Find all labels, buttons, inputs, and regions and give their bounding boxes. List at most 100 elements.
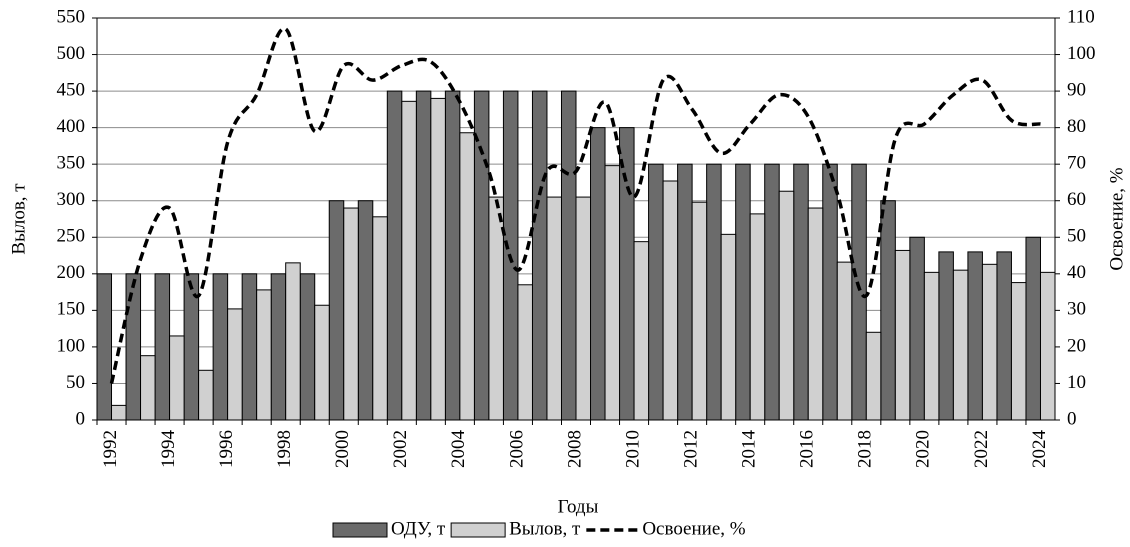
y2-tick-label: 100 <box>1067 43 1096 64</box>
bar <box>140 355 156 421</box>
bar <box>938 251 954 421</box>
bar <box>285 262 301 421</box>
bar <box>401 100 417 421</box>
bar <box>415 90 432 421</box>
bar <box>633 241 650 421</box>
y2-tick-label: 60 <box>1067 189 1086 210</box>
x-tick-label: 2022 <box>971 430 992 468</box>
bar <box>227 308 243 421</box>
bar <box>459 132 475 421</box>
bar <box>677 163 693 421</box>
x-tick-label: 2016 <box>797 430 818 468</box>
x-tick-label: 1998 <box>274 430 295 468</box>
y2-tick-label: 10 <box>1067 372 1086 393</box>
bar <box>706 163 722 421</box>
y-tick-label: 150 <box>57 299 86 320</box>
y2-tick-label: 110 <box>1067 6 1095 27</box>
y-tick-label: 100 <box>57 335 86 356</box>
bar <box>778 190 795 421</box>
y2-tick-label: 80 <box>1067 116 1086 137</box>
bar <box>691 201 708 421</box>
y-tick-label: 450 <box>57 79 86 100</box>
bar <box>865 331 882 421</box>
legend-label: Вылов, т <box>509 518 581 539</box>
x-axis-title: Годы <box>558 496 599 517</box>
bar <box>720 233 737 421</box>
x-tick-label: 1994 <box>158 430 179 469</box>
bar <box>125 273 142 421</box>
x-tick-label: 2002 <box>390 430 411 468</box>
bar <box>575 196 592 421</box>
bar <box>880 200 896 421</box>
bar <box>343 207 359 421</box>
y-tick-label: 400 <box>57 116 86 137</box>
y-tick-label: 300 <box>57 189 86 210</box>
legend-swatch <box>332 522 388 538</box>
bar <box>604 165 621 421</box>
bar <box>619 127 635 421</box>
bar <box>154 273 171 421</box>
bar <box>314 304 330 421</box>
y2-tick-label: 0 <box>1067 408 1077 429</box>
bar <box>328 200 345 421</box>
bar <box>546 196 562 421</box>
y-axis-title: Вылов, т <box>8 183 29 255</box>
bar <box>212 273 229 421</box>
x-tick-label: 2000 <box>332 430 353 468</box>
plot-frame <box>96 17 1056 421</box>
y2-tick-label: 20 <box>1067 335 1086 356</box>
bar <box>967 251 983 421</box>
bar <box>299 273 316 421</box>
legend-label: ОДУ, т <box>391 518 446 539</box>
bar <box>590 127 606 421</box>
bar <box>735 163 751 421</box>
legend-label: Освоение, % <box>642 518 745 539</box>
x-tick-label: 2014 <box>739 430 760 469</box>
y-tick-label: 350 <box>57 153 86 174</box>
bar <box>111 404 127 421</box>
bar <box>169 335 185 421</box>
bar <box>749 213 766 421</box>
bar <box>270 273 287 421</box>
x-tick-label: 1992 <box>100 430 121 468</box>
bar <box>648 163 664 421</box>
bar <box>662 180 679 421</box>
bar <box>386 90 403 421</box>
bar <box>241 273 258 421</box>
bar <box>372 216 388 421</box>
bar <box>96 273 113 421</box>
x-tick-label: 2004 <box>448 430 469 469</box>
y-tick-label: 500 <box>57 43 86 64</box>
bar <box>444 90 461 421</box>
y-tick-label: 0 <box>76 408 86 429</box>
bar <box>1010 282 1027 421</box>
y2-tick-label: 50 <box>1067 226 1086 247</box>
x-tick-label: 2024 <box>1029 430 1050 469</box>
x-tick-label: 2010 <box>622 430 643 468</box>
bar <box>517 284 533 421</box>
y2-axis-title: Освоение, % <box>1106 167 1127 270</box>
x-tick-label: 1996 <box>216 430 237 468</box>
bar <box>952 269 969 421</box>
y-tick-label: 200 <box>57 262 86 283</box>
bar <box>822 163 838 421</box>
bar <box>793 163 809 421</box>
bar <box>430 97 446 421</box>
y2-tick-label: 70 <box>1067 153 1086 174</box>
bar <box>996 251 1012 421</box>
bar <box>357 200 374 421</box>
y-tick-label: 250 <box>57 226 86 247</box>
bar <box>981 263 998 421</box>
bar <box>1039 271 1056 421</box>
x-tick-label: 2018 <box>855 430 876 468</box>
bar <box>764 163 780 421</box>
bar <box>1025 236 1041 421</box>
bar <box>923 271 940 421</box>
bar <box>894 249 911 421</box>
bar <box>909 236 925 421</box>
legend-swatch <box>450 522 506 538</box>
y2-tick-label: 90 <box>1067 79 1086 100</box>
y-tick-label: 50 <box>66 372 85 393</box>
y-tick-label: 550 <box>57 6 86 27</box>
bar <box>198 369 214 421</box>
